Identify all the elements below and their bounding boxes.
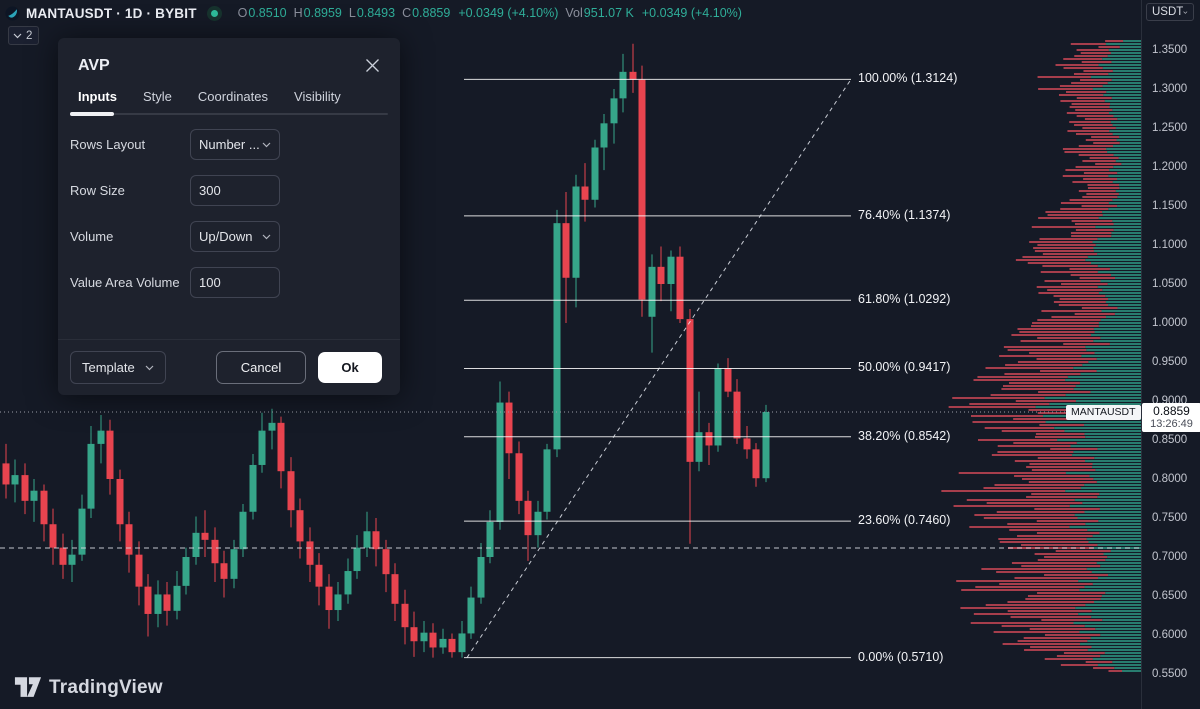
- candles-layer: [2, 43, 770, 658]
- chevron-down-icon: [13, 33, 22, 38]
- price-tick-label: 0.6000: [1152, 629, 1188, 641]
- price-line-symbol-chip: MANTAUSDT: [1066, 404, 1141, 420]
- price-tick-label: 0.6500: [1152, 590, 1188, 602]
- price-tick-label: 0.8500: [1152, 434, 1188, 446]
- currency-label: USDT: [1152, 6, 1184, 18]
- price-tick-label: 0.8000: [1152, 473, 1188, 485]
- template-dropdown-button[interactable]: Template: [70, 351, 166, 384]
- dialog-tabs: Inputs Style Coordinates Visibility: [58, 81, 400, 113]
- manta-coin-icon: [5, 5, 20, 21]
- close-icon[interactable]: [363, 56, 382, 75]
- price-tick-label: 1.3000: [1152, 83, 1188, 95]
- tradingview-mark-icon: [14, 677, 42, 697]
- fib-level-label: 23.60% (0.7460): [858, 513, 951, 528]
- volume-select[interactable]: Up/Down: [190, 221, 280, 252]
- open-value: 0.8510: [248, 6, 287, 20]
- price-axis[interactable]: USDT 1.3500 1.3000 1.2500 1.2000 1.1500 1.100…: [1141, 0, 1200, 709]
- change-value: +0.0349 (+4.10%): [458, 6, 559, 20]
- row-size-label: Row Size: [70, 183, 125, 198]
- fib-retracement-layer: [464, 78, 852, 659]
- close-value: 0.8859: [412, 6, 451, 20]
- volume-label: Volume: [70, 229, 114, 244]
- fib-level-label: 0.00% (0.5710): [858, 649, 944, 664]
- cancel-button[interactable]: Cancel: [216, 351, 306, 384]
- currency-toggle-button[interactable]: USDT: [1146, 3, 1194, 21]
- chevron-down-icon: [145, 365, 154, 370]
- price-tick-label: 1.1000: [1152, 239, 1188, 251]
- tradingview-logo[interactable]: TradingView: [14, 676, 163, 699]
- chevron-down-icon: [262, 142, 271, 147]
- chevron-down-icon: [262, 234, 271, 239]
- price-tick-label: 0.9500: [1152, 356, 1188, 368]
- fib-level-label: 76.40% (1.1374): [858, 207, 951, 222]
- price-tick-label: 1.0500: [1152, 278, 1188, 290]
- fib-level-label: 61.80% (1.0292): [858, 292, 951, 307]
- price-tick-label: 1.0000: [1152, 317, 1188, 329]
- volume-value: 951.07 K: [583, 6, 634, 20]
- tab-visibility[interactable]: Visibility: [294, 89, 341, 104]
- price-chart[interactable]: [0, 0, 1141, 709]
- layers-collapse-badge[interactable]: 2: [8, 26, 40, 45]
- fib-level-label: 50.00% (0.9417): [858, 360, 951, 375]
- value-area-volume-label: Value Area Volume: [70, 275, 180, 290]
- price-tick-label: 1.2500: [1152, 122, 1188, 134]
- ok-button[interactable]: Ok: [318, 352, 382, 383]
- price-tick-label: 1.3500: [1152, 44, 1188, 56]
- active-tab-indicator: [70, 112, 114, 116]
- fib-level-label: 100.00% (1.3124): [858, 71, 958, 86]
- volume-profile-layer: [941, 40, 1141, 672]
- high-value: 0.8959: [303, 6, 342, 20]
- layers-count: 2: [26, 29, 33, 42]
- row-size-input[interactable]: 300: [190, 175, 280, 206]
- last-price-value: 0.8859: [1153, 403, 1190, 418]
- tab-coordinates[interactable]: Coordinates: [197, 89, 269, 104]
- dialog-footer: Template Cancel Ok: [58, 339, 400, 395]
- volume-change-value: +0.0349 (+4.10%): [641, 6, 742, 20]
- inputs-form: Rows Layout Number ... Row Size 300 Volu…: [58, 115, 400, 298]
- symbol-title[interactable]: MANTAUSDT · 1D · BYBIT: [26, 5, 197, 21]
- value-area-volume-input[interactable]: 100: [190, 267, 280, 298]
- tab-underline-track: [70, 112, 388, 116]
- price-tick-label: 0.5500: [1152, 668, 1188, 680]
- last-price-badge: 0.8859 13:26:49: [1142, 402, 1200, 432]
- rows-layout-label: Rows Layout: [70, 137, 146, 152]
- chevron-down-icon: [1183, 10, 1188, 14]
- price-tick-label: 0.7000: [1152, 551, 1188, 563]
- price-tick-label: 1.2000: [1152, 161, 1188, 173]
- horizontal-lines-layer: [0, 411, 1141, 549]
- symbol-header-bar: MANTAUSDT · 1D · BYBIT O 0.8510 H 0.8959 L…: [0, 0, 1141, 26]
- tab-inputs[interactable]: Inputs: [78, 89, 117, 104]
- low-value: 0.8493: [356, 6, 396, 20]
- price-tick-label: 0.7500: [1152, 512, 1188, 524]
- indicator-settings-dialog: AVP Inputs Style Coordinates Visibility …: [58, 38, 400, 395]
- fib-level-label: 38.20% (0.8542): [858, 428, 951, 443]
- market-status-dot[interactable]: [206, 5, 222, 21]
- dialog-title: AVP: [78, 56, 110, 74]
- rows-layout-select[interactable]: Number ...: [190, 129, 280, 160]
- tab-style[interactable]: Style: [143, 89, 172, 104]
- price-tick-label: 1.1500: [1152, 200, 1188, 212]
- bar-countdown: 13:26:49: [1150, 417, 1193, 430]
- tradingview-wordmark: TradingView: [49, 676, 163, 698]
- ohlc-readout: O 0.8510 H 0.8959 L 0.8493 C 0.8859 +0.0349 …: [237, 6, 742, 20]
